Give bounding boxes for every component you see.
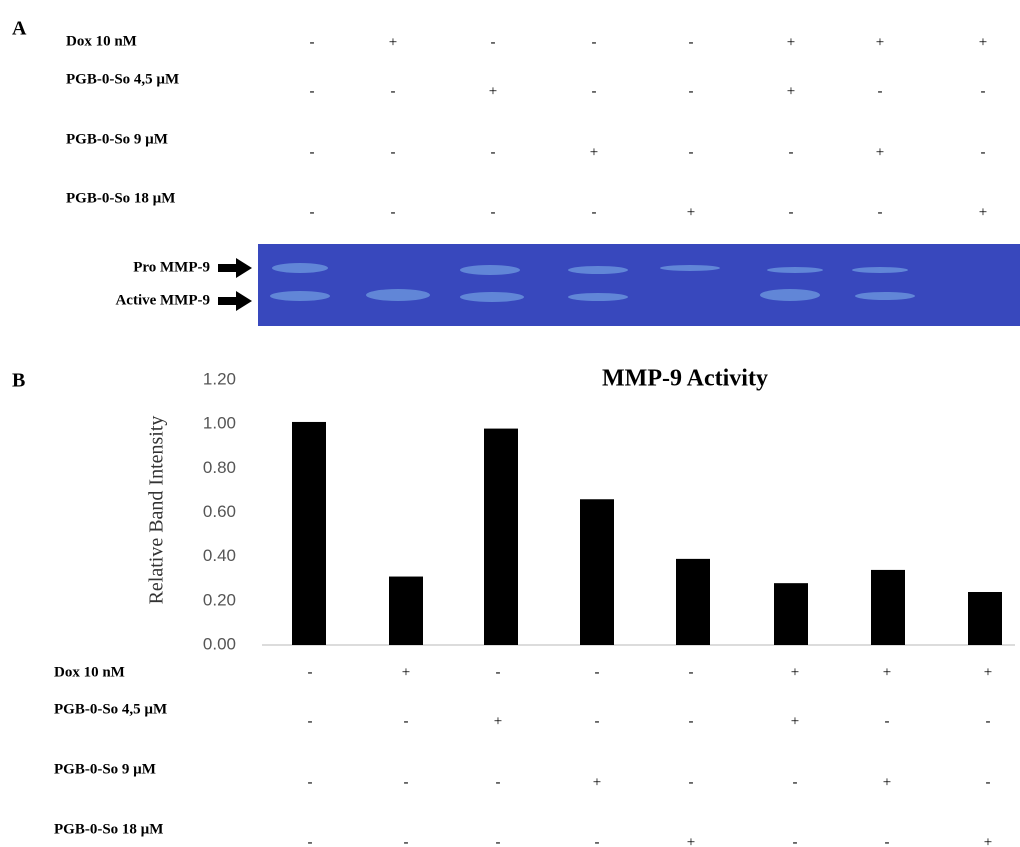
treatment-sign: - [391,144,396,160]
treatment-sign: - [689,713,694,729]
treatment-sign: - [491,144,496,160]
bar [968,592,1002,645]
panel-label: B [12,370,25,392]
treatment-label: PGB-0-So 9 µM [54,761,156,777]
treatment-sign: + [979,204,987,220]
treatment-label: PGB-0-So 9 µM [66,131,168,147]
bar [871,570,905,645]
y-axis-label: Relative Band Intensity [146,416,168,605]
treatment-sign: + [489,83,497,99]
treatment-sign: - [689,34,694,50]
treatment-sign: + [402,664,410,680]
treatment-sign: - [981,83,986,99]
treatment-sign: + [876,34,884,50]
treatment-sign: - [878,83,883,99]
treatment-sign: - [491,204,496,220]
treatment-sign: - [885,834,890,847]
treatment-sign: - [496,774,501,790]
gel-label: Active MMP-9 [115,292,210,308]
treatment-sign: - [391,204,396,220]
treatment-sign: - [404,713,409,729]
treatment-label: PGB-0-So 4,5 µM [54,701,167,717]
treatment-sign: + [787,83,795,99]
treatment-sign: - [592,204,597,220]
treatment-sign: - [789,204,794,220]
treatment-sign: - [793,834,798,847]
treatment-sign: - [885,713,890,729]
treatment-sign: + [883,774,891,790]
y-tick-label: 0.60 [203,502,236,521]
treatment-sign: - [689,144,694,160]
treatment-sign: - [496,834,501,847]
panel-label: A [12,18,27,40]
treatment-sign: + [791,713,799,729]
chart-title: MMP-9 Activity [602,366,768,392]
gel [258,244,1020,326]
treatment-sign: - [789,144,794,160]
treatment-sign: - [689,83,694,99]
treatment-sign: - [404,774,409,790]
treatment-label: Dox 10 nM [54,664,125,680]
treatment-sign: - [595,713,600,729]
y-tick-label: 0.80 [203,458,236,477]
gel-label: Pro MMP-9 [133,259,210,275]
treatment-sign: - [310,34,315,50]
treatment-sign: - [689,664,694,680]
treatment-sign: - [310,204,315,220]
bar [676,559,710,645]
treatment-sign: - [986,713,991,729]
treatment-sign: - [689,774,694,790]
treatment-sign: - [986,774,991,790]
bar [580,499,614,645]
treatment-sign: - [878,204,883,220]
treatment-sign: + [593,774,601,790]
treatment-sign: + [984,834,992,847]
treatment-sign: + [979,34,987,50]
treatment-sign: - [592,34,597,50]
treatment-label: PGB-0-So 4,5 µM [66,71,179,87]
bar [484,429,518,645]
treatment-sign: + [883,664,891,680]
y-tick-label: 0.40 [203,546,236,565]
treatment-label: PGB-0-So 18 µM [66,190,175,206]
arrows [218,258,252,311]
treatment-sign: - [391,83,396,99]
y-tick-label: 0.00 [203,634,236,653]
y-tick-label: 0.20 [203,590,236,609]
bar [292,422,326,645]
treatment-sign: - [308,834,313,847]
treatment-sign: + [787,34,795,50]
treatment-sign: - [308,664,313,680]
treatment-sign: - [310,144,315,160]
bar [389,577,423,645]
treatment-sign: + [791,664,799,680]
treatment-sign: - [496,664,501,680]
treatment-sign: - [592,83,597,99]
y-tick-label: 1.20 [203,369,236,388]
treatment-sign: - [595,664,600,680]
treatment-sign: - [595,834,600,847]
figure: A Pro MMP-9 Active MMP-9 B MMP-9 Activit… [0,0,1020,847]
treatment-sign: - [308,713,313,729]
y-tick-label: 1.00 [203,414,236,433]
treatment-sign: + [389,34,397,50]
treatment-sign: + [494,713,502,729]
treatment-sign: - [981,144,986,160]
treatment-sign: + [876,144,884,160]
treatment-label: PGB-0-So 18 µM [54,821,163,837]
treatment-sign: - [308,774,313,790]
treatment-sign: - [793,774,798,790]
treatment-label: Dox 10 nM [66,33,137,49]
treatment-sign: + [687,834,695,847]
treatment-sign: + [687,204,695,220]
treatment-sign: - [491,34,496,50]
treatment-sign: - [310,83,315,99]
treatment-sign: - [404,834,409,847]
treatment-sign: + [984,664,992,680]
bar [774,583,808,645]
treatment-sign: + [590,144,598,160]
